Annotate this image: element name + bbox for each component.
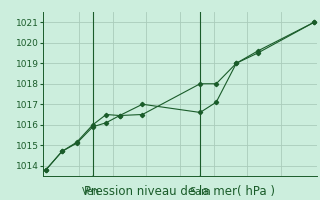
Text: Sam: Sam	[190, 187, 211, 197]
Text: Ven: Ven	[82, 187, 100, 197]
Text: Pression niveau de la mer( hPa ): Pression niveau de la mer( hPa )	[84, 185, 276, 198]
